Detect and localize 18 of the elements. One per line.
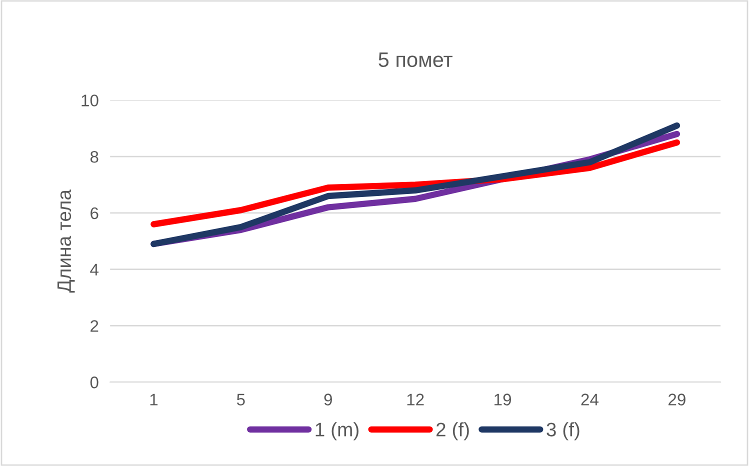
x-tick-label: 19: [494, 394, 512, 406]
y-tick-label: 4: [90, 264, 99, 276]
x-tick-label: 12: [407, 394, 424, 406]
chart-title: 5 помет: [378, 52, 452, 68]
x-tick-label: 24: [581, 394, 599, 406]
legend-label: 2 (f): [436, 422, 469, 440]
x-tick-label: 29: [668, 394, 686, 406]
y-axis-title: Длина тела: [57, 189, 75, 293]
y-tick-label: 10: [82, 94, 98, 106]
legend-label: 3 (f): [546, 422, 580, 440]
x-tick-label: 9: [324, 394, 332, 406]
y-tick-label: 2: [90, 320, 98, 332]
y-tick-label: 6: [90, 207, 98, 220]
x-tick-label: 1: [150, 394, 158, 406]
y-tick-label: 0: [90, 376, 98, 388]
x-tick-label: 5: [236, 394, 245, 406]
legend-label: 1 (m): [316, 422, 358, 440]
y-tick-label: 8: [90, 150, 98, 163]
